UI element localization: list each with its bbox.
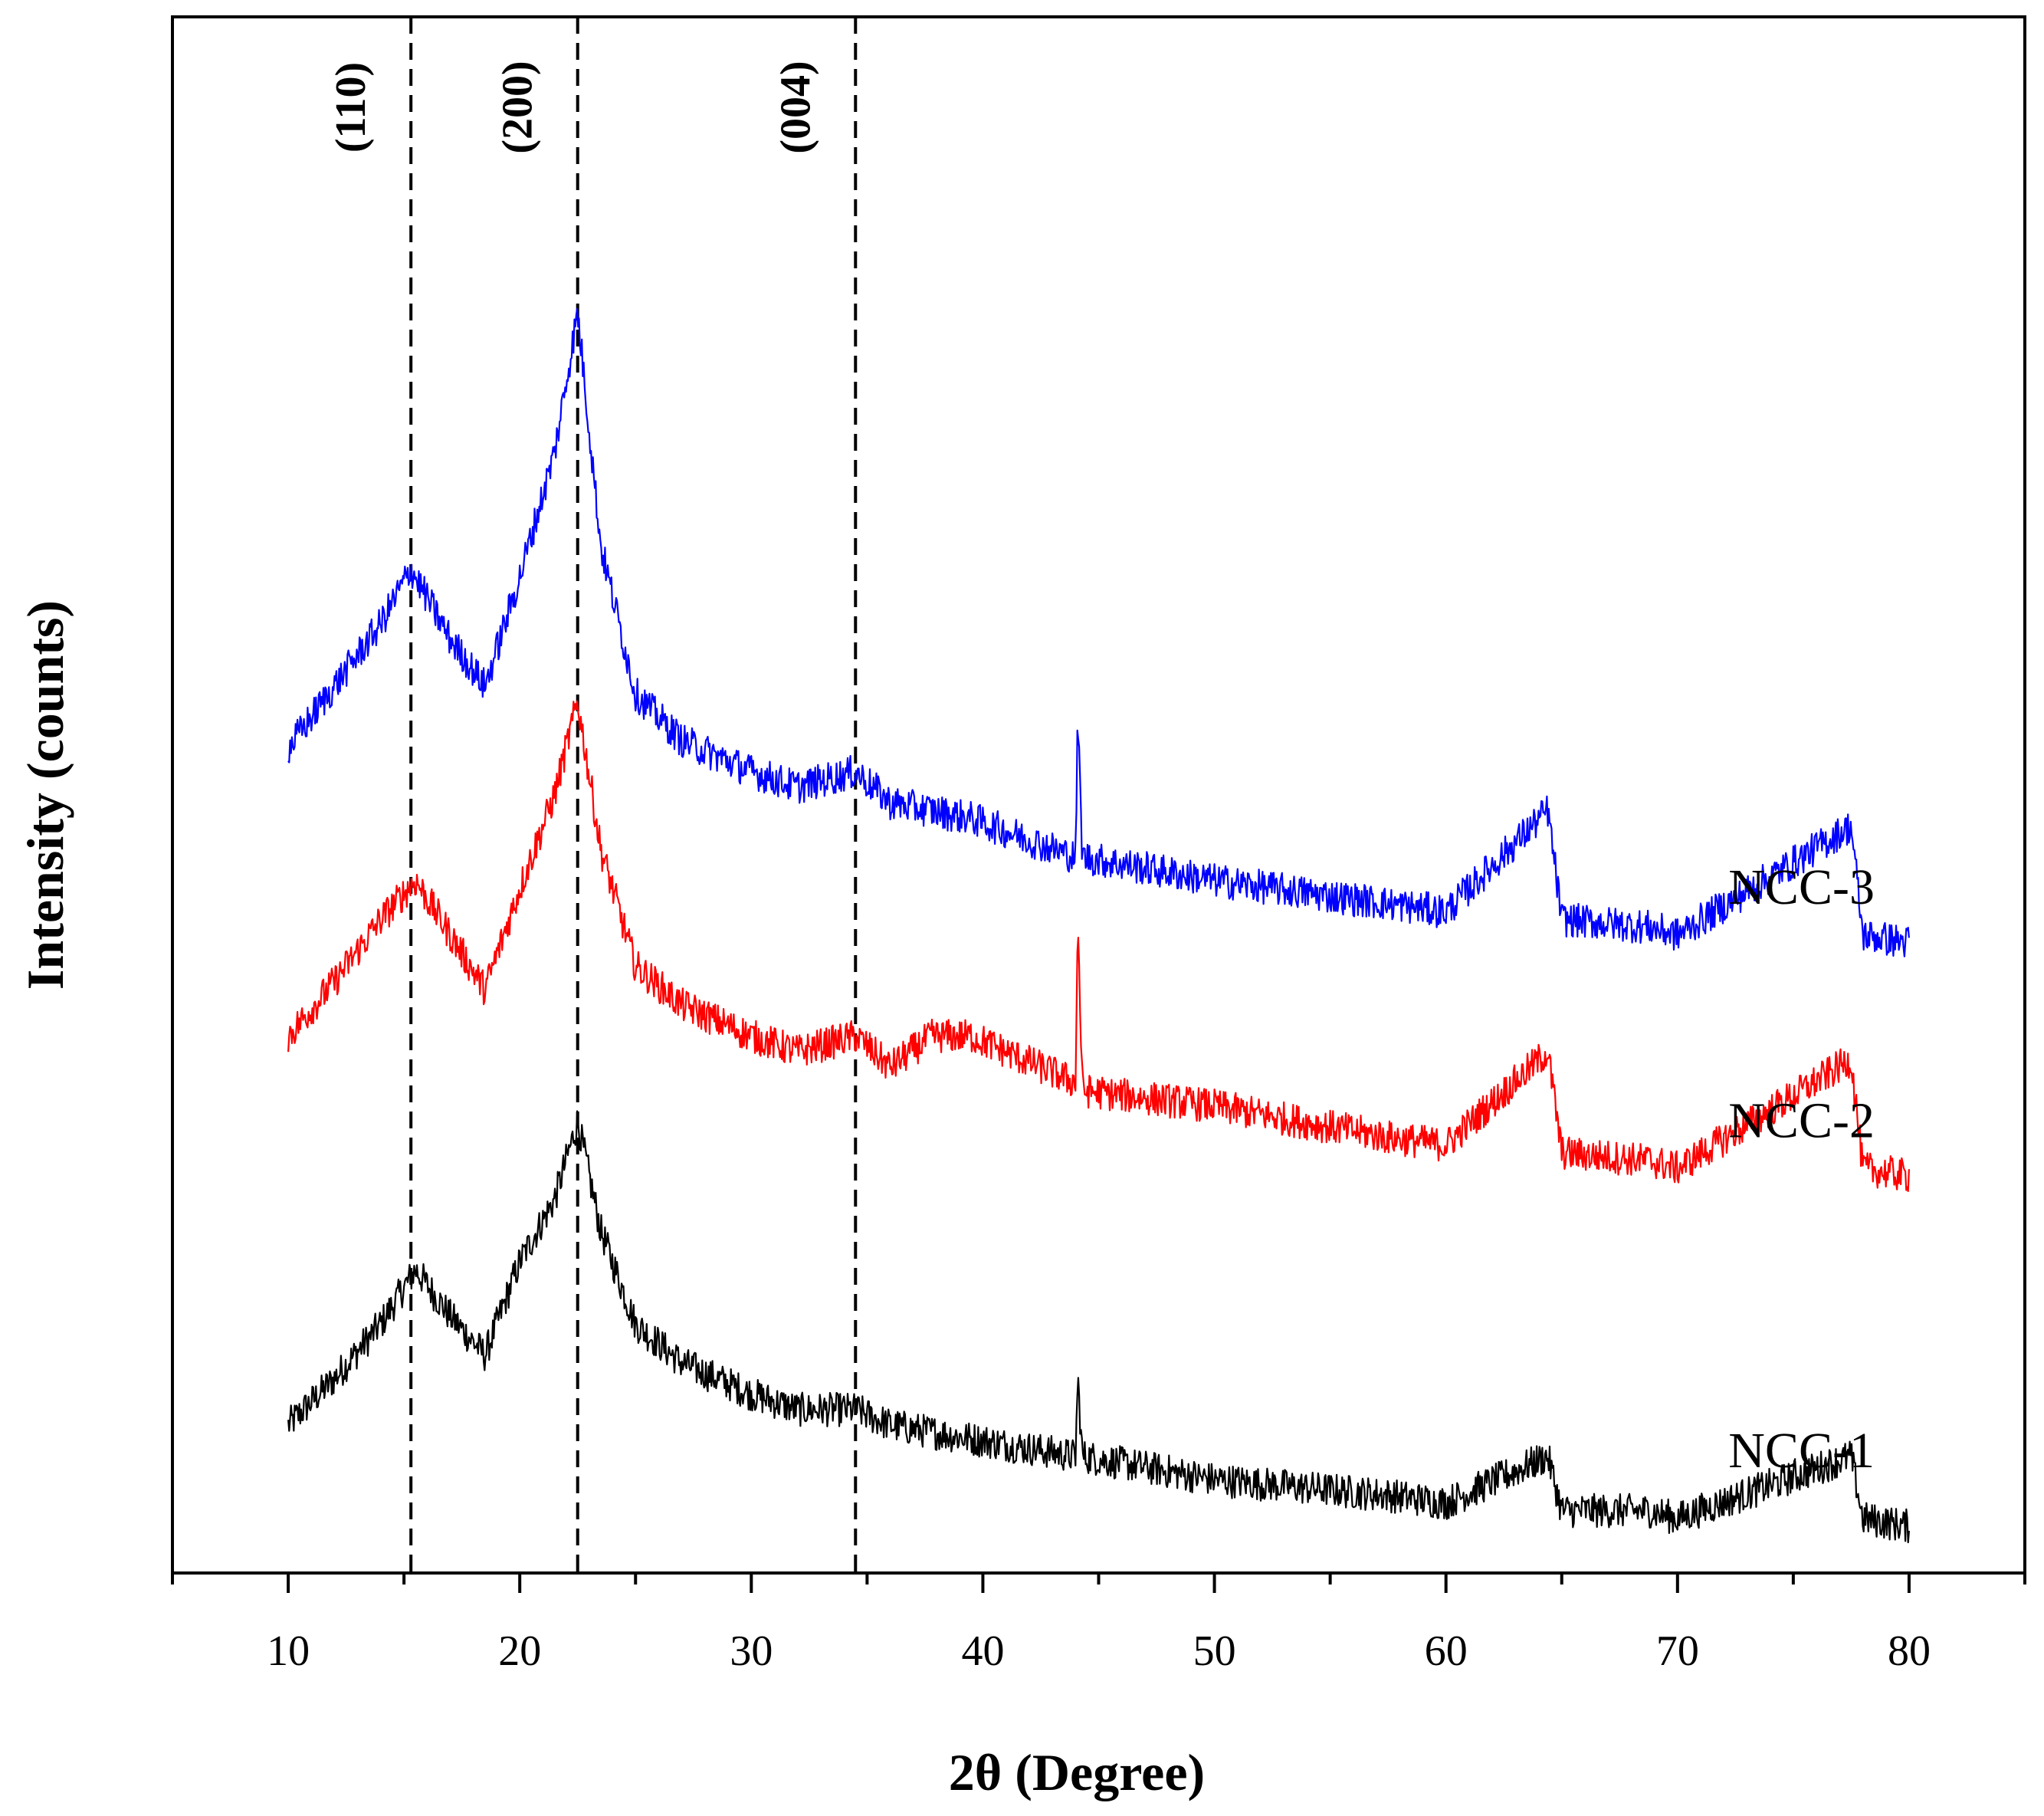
x-tick-label: 10 — [267, 1627, 310, 1675]
x-tick-label: 60 — [1425, 1627, 1468, 1675]
x-axis-tick-labels: 10 20 30 40 50 60 70 80 — [267, 1627, 1931, 1675]
series-labels: NCC-1 NCC-2 NCC-3 — [1728, 859, 1875, 1479]
series-group — [287, 307, 1910, 1544]
peak-labels: (110) (200) (004) — [327, 61, 819, 153]
series-line-ncc-1 — [287, 1110, 1910, 1544]
x-tick-label: 80 — [1888, 1627, 1931, 1675]
x-axis-title: 2θ (Degree) — [949, 1743, 1205, 1801]
x-tick-label: 30 — [730, 1627, 773, 1675]
plot-frame — [171, 15, 2026, 1575]
series-line-ncc-3 — [287, 307, 1910, 957]
series-label-ncc-3: NCC-3 — [1728, 859, 1875, 915]
x-tick-label: 50 — [1193, 1627, 1236, 1675]
peak-label-1: (110) — [327, 62, 375, 153]
peak-label-2: (200) — [494, 61, 542, 153]
series-line-ncc-2 — [287, 700, 1910, 1192]
x-tick-label: 70 — [1656, 1627, 1699, 1675]
series-label-ncc-2: NCC-2 — [1728, 1093, 1875, 1149]
x-tick-label: 20 — [498, 1627, 541, 1675]
y-axis-title: Intensity (counts) — [16, 600, 74, 990]
peak-label-3: (004) — [772, 61, 819, 153]
x-tick-label: 40 — [961, 1627, 1004, 1675]
x-axis-ticks — [171, 1573, 2026, 1593]
series-label-ncc-1: NCC-1 — [1728, 1423, 1875, 1479]
